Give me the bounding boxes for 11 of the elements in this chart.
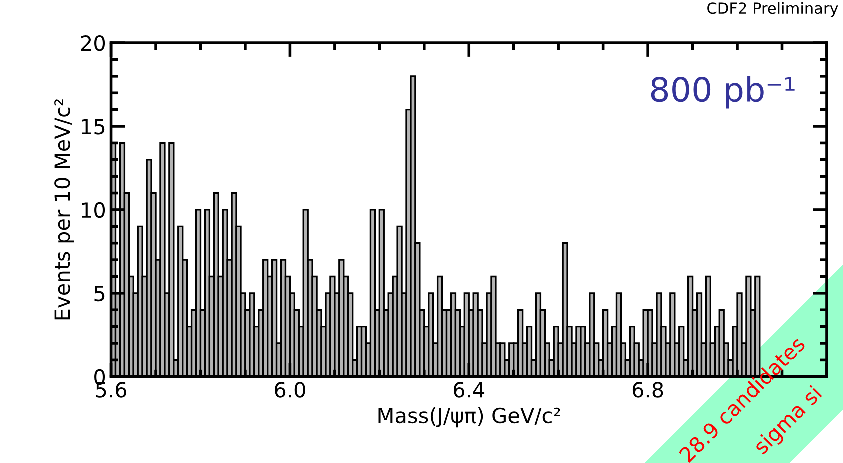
y-axis-title: Events per 10 MeV/c² xyxy=(54,100,74,320)
x-tick-label: 6.0 xyxy=(275,382,306,398)
y-tick-label: 20 xyxy=(81,36,106,52)
y-tick-label: 5 xyxy=(94,286,105,302)
y-tick-label: 10 xyxy=(82,202,106,218)
x-tick-label: 6.4 xyxy=(454,382,485,398)
y-tick-label: 15 xyxy=(82,119,105,135)
text: CDF2 Preliminary xyxy=(708,2,838,18)
x-tick-label: 6.8 xyxy=(632,382,664,398)
annotation: 800 pb⁻¹ xyxy=(651,76,795,109)
x-axis-title: Mass(J/ψπ) GeV/c² xyxy=(378,407,560,428)
